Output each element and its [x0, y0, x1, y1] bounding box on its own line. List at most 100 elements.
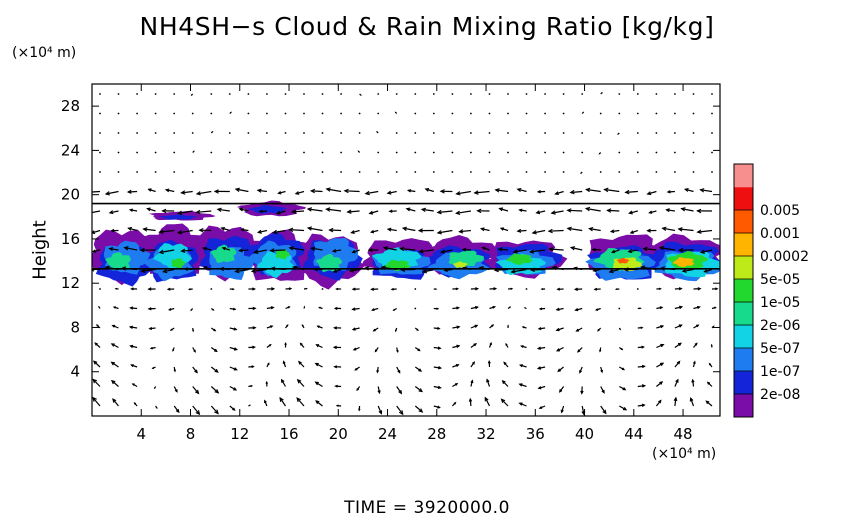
wind-vector [154, 93, 157, 95]
wind-vector [321, 112, 324, 115]
wind-vector [340, 171, 342, 173]
wind-vector [421, 268, 434, 274]
wind-vector [406, 189, 416, 193]
wind-vector [674, 171, 676, 173]
wind-vector [488, 93, 491, 95]
wind-vector [661, 226, 676, 232]
wind-vector [470, 112, 472, 115]
wind-vector [306, 226, 323, 232]
wind-vector [377, 93, 380, 95]
wind-vector [348, 268, 360, 273]
wind-vector [699, 188, 713, 193]
x-tick-label: 36 [526, 425, 545, 443]
wind-vector [364, 190, 379, 196]
wind-vector [470, 287, 480, 291]
wind-vector [637, 384, 647, 388]
wind-vector [173, 405, 180, 414]
wind-vector [228, 171, 231, 173]
wind-vector [128, 325, 138, 329]
wind-vector [452, 306, 461, 310]
wind-vector [512, 249, 527, 254]
wind-vector [198, 228, 212, 233]
wind-vector [396, 366, 401, 374]
colorbar-label: 0.005 [760, 203, 800, 219]
wind-vector [269, 248, 286, 253]
wind-vector [247, 151, 250, 154]
wind-vector [335, 404, 342, 407]
colorbar-label: 0.001 [760, 226, 800, 242]
wind-vector [328, 227, 342, 233]
x-tick-label: 24 [378, 425, 397, 443]
wind-vector [436, 209, 453, 215]
wind-vector [210, 93, 213, 95]
wind-vector [173, 171, 176, 173]
wind-vector [470, 93, 472, 95]
wind-vector [470, 305, 480, 310]
wind-vector [674, 342, 682, 348]
wind-vector [636, 93, 639, 95]
wind-vector [599, 132, 602, 134]
wind-vector [173, 112, 176, 115]
wind-vectors [92, 91, 719, 416]
wind-vector [401, 226, 416, 232]
wind-vector [334, 384, 342, 388]
contour-fill [371, 247, 422, 269]
wind-vector [518, 208, 527, 212]
wind-vector [108, 246, 119, 252]
wind-vector [351, 307, 360, 311]
wind-vector [703, 268, 713, 273]
wind-vector [451, 112, 454, 115]
wind-vector [340, 132, 342, 134]
x-tick-label: 48 [674, 425, 693, 443]
wind-vector [318, 306, 323, 310]
wind-vector [99, 171, 101, 173]
wind-vector [247, 171, 250, 173]
wind-vector [331, 248, 342, 253]
wind-vector [358, 405, 361, 412]
wind-vector [414, 132, 417, 134]
wind-vector [191, 112, 194, 115]
wind-vector [529, 267, 546, 273]
wind-vector [288, 227, 305, 233]
wind-vector [569, 246, 583, 251]
wind-vector [507, 132, 509, 134]
wind-vector [321, 288, 324, 290]
wind-vector [95, 324, 101, 329]
wind-vector [544, 171, 546, 173]
wind-vector [470, 361, 476, 368]
wind-vector [110, 379, 119, 387]
wind-vector [332, 345, 342, 350]
wind-vector [599, 347, 602, 353]
y-tick-label: 16 [61, 230, 80, 248]
wind-vector [296, 397, 305, 407]
wind-vector [191, 171, 194, 173]
wind-vector [636, 112, 639, 115]
x-tick-label: 4 [136, 425, 146, 443]
wind-vector [414, 93, 417, 95]
wind-vector [461, 247, 471, 252]
wind-vector [655, 132, 658, 134]
wind-vector [656, 306, 664, 310]
wind-vector [614, 288, 620, 291]
wind-vector [248, 326, 257, 330]
wind-vector [433, 385, 442, 390]
wind-vector [656, 287, 662, 291]
wind-vector [536, 366, 546, 370]
wind-vector [484, 396, 491, 407]
wind-vector [581, 111, 585, 114]
wind-vector [692, 171, 695, 173]
contour-fill [506, 253, 533, 266]
wind-vector [555, 307, 564, 312]
wind-vector [127, 226, 138, 232]
wind-vector [618, 151, 621, 154]
wind-vector [536, 190, 546, 194]
wind-vector [598, 152, 602, 155]
wind-vector [581, 151, 584, 154]
wind-vector [544, 132, 546, 134]
wind-vector [131, 383, 138, 388]
wind-vector [470, 324, 479, 329]
wind-vector [280, 378, 287, 387]
wind-vector [500, 398, 509, 407]
wind-vector [507, 112, 509, 115]
wind-vector [315, 344, 323, 349]
